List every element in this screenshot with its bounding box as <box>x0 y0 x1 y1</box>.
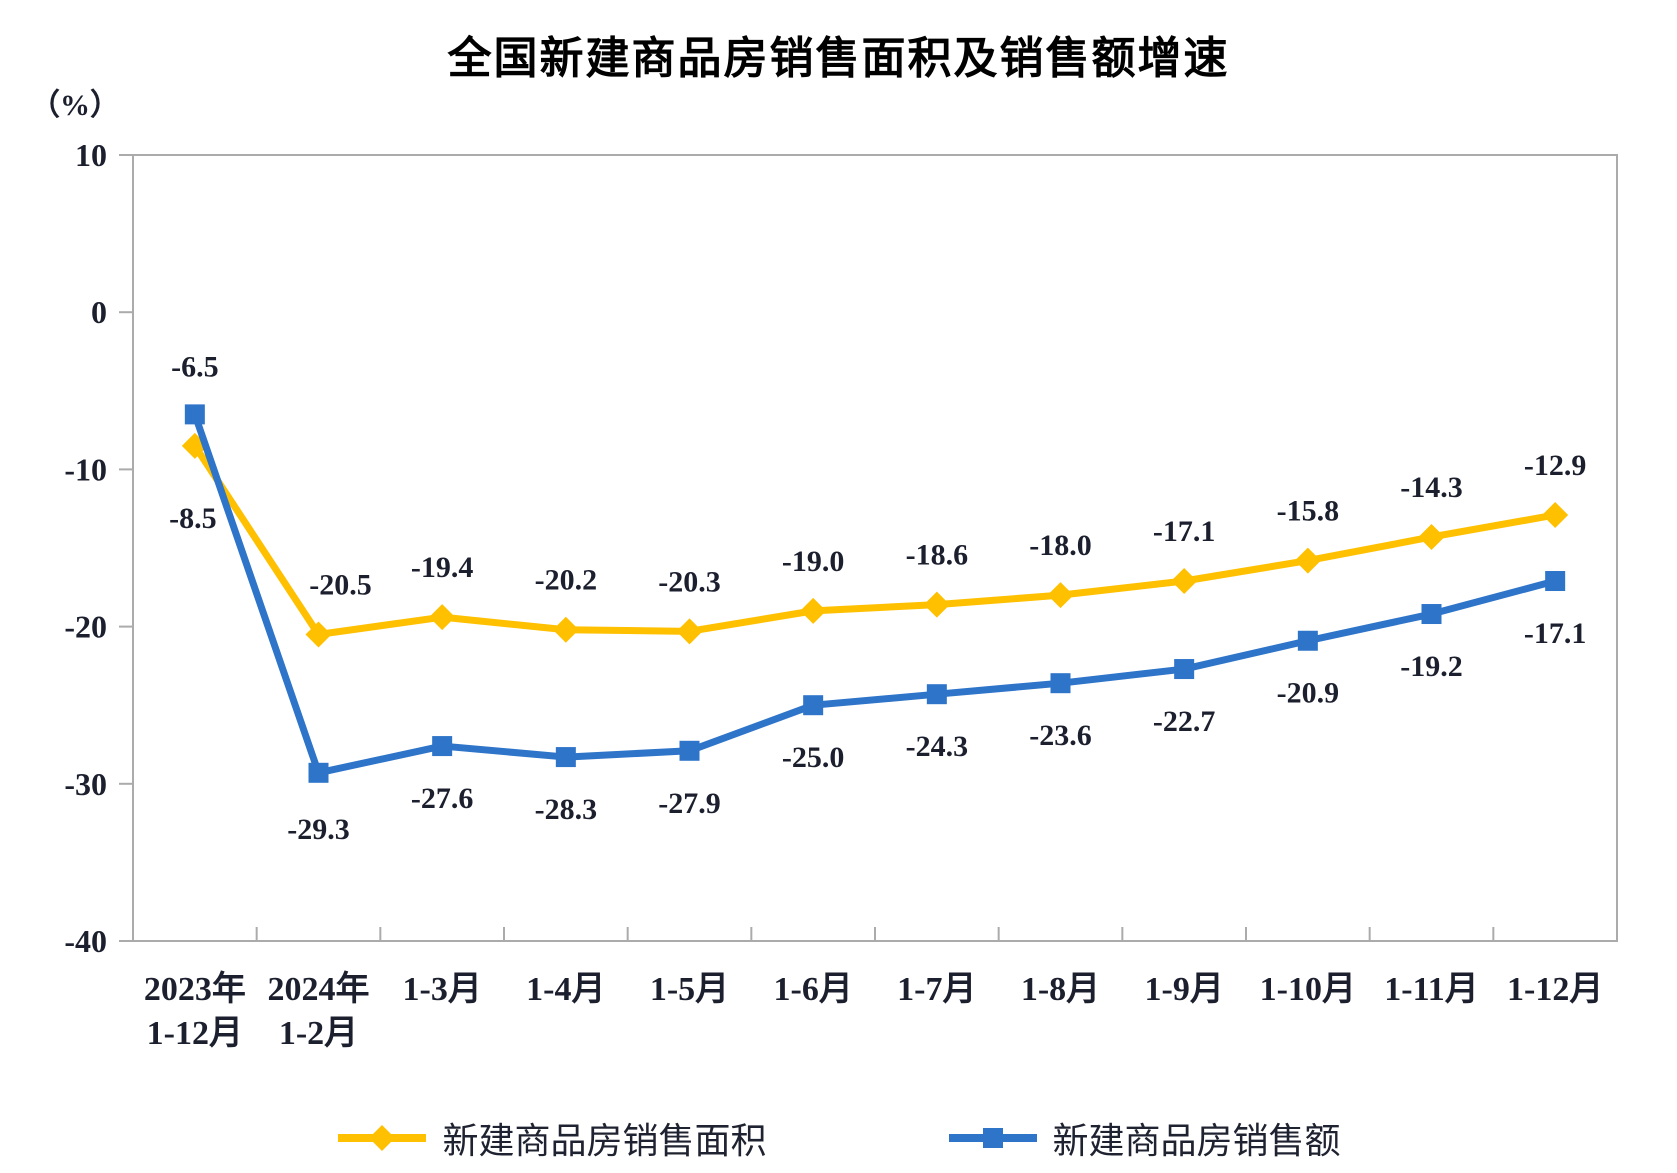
data-point-label: -29.3 <box>287 813 350 846</box>
data-point-marker <box>803 695 824 716</box>
data-point-marker <box>1047 582 1074 609</box>
y-axis-tick-label: -30 <box>64 766 107 802</box>
chart-title: 全国新建商品房销售面积及销售额增速 <box>447 34 1230 83</box>
data-point-label: -8.5 <box>169 502 217 535</box>
data-point-label: -14.3 <box>1400 471 1463 504</box>
data-point-label: -17.1 <box>1524 617 1587 650</box>
data-point-marker <box>1174 659 1195 680</box>
plot-border <box>132 154 1618 942</box>
data-point-label: -19.0 <box>782 545 845 578</box>
data-point-marker <box>555 747 576 768</box>
data-point-marker <box>1418 523 1445 550</box>
data-point-label: -12.9 <box>1524 449 1587 482</box>
data-point-label: -23.6 <box>1029 719 1092 752</box>
legend-item-sales-value: 新建商品房销售额 <box>947 1112 1341 1164</box>
data-point-label: -18.6 <box>906 539 969 572</box>
y-axis-tick-label: 10 <box>75 137 107 173</box>
legend-label-sales-area: 新建商品房销售面积 <box>442 1120 767 1161</box>
data-point-marker <box>1421 604 1442 625</box>
data-point-label: -20.5 <box>309 568 372 601</box>
data-point-marker <box>1545 571 1566 592</box>
legend-diamond-icon <box>369 1125 396 1151</box>
data-point-marker <box>1171 568 1198 595</box>
x-category-label: 1-8月 <box>1021 971 1100 1008</box>
data-point-label: -27.6 <box>411 782 474 815</box>
data-point-marker <box>679 740 700 761</box>
data-point-marker <box>800 597 827 624</box>
legend-square-icon <box>982 1128 1003 1148</box>
data-point-marker <box>676 618 703 645</box>
x-category-label: 1-5月 <box>650 971 729 1008</box>
data-point-marker <box>1050 673 1071 694</box>
x-category-label: 1-10月 <box>1260 971 1356 1008</box>
data-point-marker <box>1297 630 1318 651</box>
data-point-label: -22.7 <box>1153 705 1216 738</box>
data-point-marker <box>305 621 332 648</box>
x-category-label: 1-9月 <box>1145 971 1224 1008</box>
data-point-label: -15.8 <box>1277 495 1340 528</box>
y-axis-unit-label: （%） <box>30 89 120 122</box>
x-category-label: 2024年 1-2月 <box>268 970 370 1052</box>
x-category-label: 1-7月 <box>897 971 976 1008</box>
data-point-marker <box>923 591 950 618</box>
data-point-marker <box>308 762 329 783</box>
data-point-label: -17.1 <box>1153 515 1216 548</box>
legend: 新建商品房销售面积 新建商品房销售额 <box>0 1112 1677 1164</box>
data-point-label: -6.5 <box>171 350 219 383</box>
data-point-label: -19.4 <box>411 551 474 584</box>
legend-marker-sales-value-icon <box>948 1128 1037 1148</box>
x-category-label: 1-4月 <box>526 971 605 1008</box>
data-point-marker <box>552 616 579 643</box>
x-category-label: 1-12月 <box>1507 971 1603 1008</box>
legend-item-sales-area: 新建商品房销售面积 <box>336 1112 767 1164</box>
data-point-label: -19.2 <box>1400 650 1463 683</box>
series-line-1 <box>191 410 1559 777</box>
legend-label-sales-value: 新建商品房销售额 <box>1052 1120 1341 1161</box>
y-axis-tick-label: -10 <box>64 451 107 487</box>
legend-marker-sales-area-icon <box>338 1125 427 1151</box>
data-point-label: -25.0 <box>782 741 845 774</box>
data-point-marker <box>926 684 947 705</box>
series-line-0 <box>191 442 1559 638</box>
y-axis-tick-label: -20 <box>64 609 107 645</box>
data-point-marker <box>1294 547 1321 574</box>
data-point-label: -20.9 <box>1277 677 1340 710</box>
x-category-label: 1-3月 <box>403 971 482 1008</box>
data-point-label: -20.2 <box>535 564 598 597</box>
data-point-label: -28.3 <box>535 793 598 826</box>
data-point-marker <box>184 404 205 425</box>
data-point-marker <box>429 604 456 631</box>
x-category-label: 2023年 1-12月 <box>144 970 246 1052</box>
data-point-marker <box>432 736 453 757</box>
data-point-label: -18.0 <box>1029 529 1092 562</box>
data-point-label: -24.3 <box>906 730 969 763</box>
data-point-marker <box>1542 501 1569 528</box>
y-axis-tick-label: -40 <box>64 923 107 959</box>
data-point-label: -27.9 <box>658 787 721 820</box>
y-axis-tick-label: 0 <box>91 294 107 330</box>
x-category-label: 1-11月 <box>1384 971 1478 1008</box>
data-point-label: -20.3 <box>658 565 721 598</box>
x-category-label: 1-6月 <box>774 971 853 1008</box>
